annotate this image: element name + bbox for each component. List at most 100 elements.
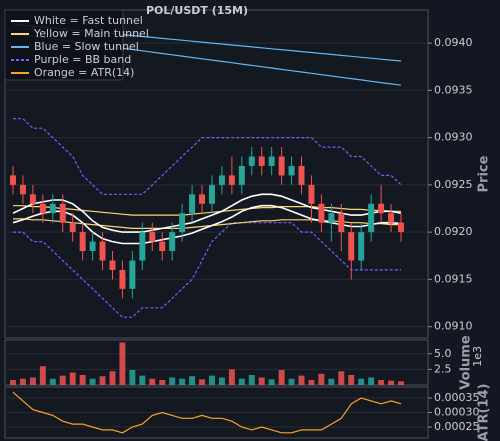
volume-bar bbox=[159, 380, 166, 385]
volume-bar bbox=[169, 377, 176, 385]
indicator-line bbox=[13, 222, 401, 318]
volume-bar bbox=[268, 379, 275, 385]
volume-bar bbox=[79, 375, 86, 385]
volume-bar bbox=[99, 376, 106, 385]
volume-bar bbox=[39, 366, 46, 385]
volume-bar bbox=[248, 375, 255, 385]
legend-box bbox=[4, 9, 124, 81]
y-tick-label: 0.0915 bbox=[434, 272, 473, 285]
volume-bar bbox=[29, 377, 36, 385]
candle-body bbox=[308, 184, 315, 204]
indicator-line bbox=[13, 218, 401, 229]
y-tick-label: 0.0930 bbox=[434, 131, 473, 144]
candle-body bbox=[328, 213, 335, 223]
volume-bar bbox=[388, 380, 395, 385]
candle-body bbox=[348, 232, 355, 261]
volume-bar bbox=[288, 378, 295, 385]
candle-body bbox=[338, 213, 345, 233]
volume-bar bbox=[49, 378, 56, 385]
volume-bar bbox=[298, 375, 305, 385]
candle-body bbox=[89, 241, 96, 252]
candle-body bbox=[119, 269, 126, 289]
y-tick-label: 5.0 bbox=[434, 347, 452, 360]
candle-body bbox=[368, 203, 375, 233]
candle-body bbox=[189, 194, 196, 214]
candle-body bbox=[149, 232, 156, 242]
candle-body bbox=[79, 232, 86, 252]
y-tick-label: 0.0920 bbox=[434, 225, 473, 238]
volume-bar bbox=[398, 381, 404, 385]
volume-bar bbox=[19, 378, 26, 385]
volume-bar bbox=[89, 378, 96, 385]
candle-body bbox=[258, 156, 265, 166]
volume-bar bbox=[218, 377, 225, 385]
candle-body bbox=[39, 203, 46, 214]
candle-body bbox=[99, 241, 106, 261]
candle-body bbox=[228, 175, 235, 185]
volume-bar bbox=[139, 375, 146, 385]
candle-body bbox=[139, 232, 146, 261]
candle-body bbox=[248, 156, 255, 166]
candle-body bbox=[318, 203, 325, 223]
legend-label: White = Fast tunnel bbox=[34, 14, 143, 27]
volume-bar bbox=[338, 371, 345, 385]
volume-bar bbox=[358, 378, 365, 385]
candle-body bbox=[49, 203, 56, 214]
y-axis-label: ATR(14) bbox=[477, 384, 492, 441]
candle-body bbox=[378, 203, 385, 214]
candle-body bbox=[398, 222, 404, 233]
panel-frame bbox=[4, 339, 429, 386]
axis-offset-label: 1e3 bbox=[471, 346, 484, 367]
volume-bar bbox=[69, 372, 76, 385]
candle-body bbox=[169, 232, 176, 252]
indicator-line bbox=[12, 204, 402, 245]
volume-bar bbox=[208, 375, 215, 385]
legend-label: Yellow = Main tunnel bbox=[33, 27, 149, 40]
candle-body bbox=[288, 165, 295, 176]
volume-bar bbox=[129, 370, 136, 385]
candle-body bbox=[109, 260, 116, 270]
candle-body bbox=[358, 232, 365, 261]
y-tick-label: 0.00025 bbox=[434, 420, 480, 433]
candle-body bbox=[69, 222, 76, 233]
volume-bar bbox=[189, 376, 196, 385]
volume-bar bbox=[119, 342, 126, 385]
y-tick-label: 0.0925 bbox=[434, 178, 473, 191]
y-axis-label: Volume bbox=[459, 335, 474, 390]
candle-body bbox=[278, 156, 285, 176]
candle-body bbox=[298, 165, 305, 185]
y-tick-label: 0.00035 bbox=[434, 391, 480, 404]
candle-body bbox=[19, 184, 26, 195]
candle-body bbox=[179, 213, 186, 233]
volume-bar bbox=[59, 375, 66, 385]
indicator-line bbox=[12, 193, 402, 233]
candle-body bbox=[238, 165, 245, 185]
chart-title: POL/USDT (15M) bbox=[146, 4, 248, 17]
legend-label: Orange = ATR(14) bbox=[34, 66, 134, 79]
volume-bar bbox=[149, 378, 156, 385]
indicator-line bbox=[13, 205, 401, 216]
volume-bar bbox=[258, 377, 265, 385]
candle-body bbox=[388, 213, 395, 223]
volume-bar bbox=[199, 379, 206, 385]
candle-body bbox=[29, 194, 36, 204]
candle-body bbox=[10, 175, 16, 185]
legend-label: Blue = Slow tunnel bbox=[34, 40, 139, 53]
y-tick-label: 0.0940 bbox=[434, 36, 473, 49]
volume-bar bbox=[228, 369, 235, 385]
volume-bar bbox=[10, 380, 16, 385]
candle-body bbox=[218, 175, 225, 185]
volume-bar bbox=[308, 380, 315, 385]
y-tick-label: 0.00030 bbox=[434, 406, 480, 419]
volume-bar bbox=[328, 378, 335, 385]
candle-body bbox=[129, 260, 136, 289]
volume-bar bbox=[238, 378, 245, 385]
volume-bar bbox=[179, 378, 186, 385]
indicator-line bbox=[13, 118, 402, 195]
candle-body bbox=[208, 184, 215, 204]
volume-bar bbox=[278, 370, 285, 385]
y-axis-label: Price bbox=[477, 155, 492, 192]
